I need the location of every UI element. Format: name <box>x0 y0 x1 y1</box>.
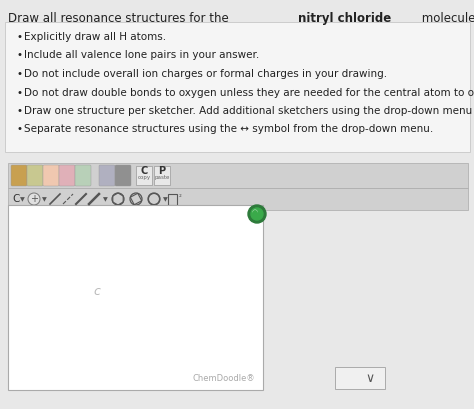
Text: ▼: ▼ <box>163 198 168 202</box>
Text: c: c <box>94 285 100 299</box>
Text: +: + <box>30 194 38 204</box>
Bar <box>8 188 468 210</box>
Text: nitryl chloride: nitryl chloride <box>298 12 391 25</box>
Text: ▼: ▼ <box>103 198 108 202</box>
Text: Explicitly draw all H atoms.: Explicitly draw all H atoms. <box>24 32 166 42</box>
Text: Include all valence lone pairs in your answer.: Include all valence lone pairs in your a… <box>24 50 259 61</box>
Text: •: • <box>16 50 22 61</box>
Bar <box>5 22 470 152</box>
FancyBboxPatch shape <box>11 165 27 186</box>
Text: Separate resonance structures using the ↔ symbol from the drop-down menu.: Separate resonance structures using the … <box>24 124 433 135</box>
Text: C: C <box>140 166 147 176</box>
Circle shape <box>28 193 40 205</box>
FancyBboxPatch shape <box>99 165 115 186</box>
Bar <box>8 205 263 390</box>
FancyBboxPatch shape <box>59 165 75 186</box>
Text: Draw all resonance structures for the: Draw all resonance structures for the <box>8 12 233 25</box>
Bar <box>335 367 385 389</box>
Bar <box>154 166 170 185</box>
Bar <box>8 163 468 188</box>
Bar <box>136 166 152 185</box>
Text: •: • <box>16 106 22 116</box>
Text: ∨: ∨ <box>365 371 374 384</box>
Circle shape <box>248 205 266 223</box>
Text: Draw one structure per sketcher. Add additional sketchers using the drop-down me: Draw one structure per sketcher. Add add… <box>24 106 474 116</box>
FancyBboxPatch shape <box>115 165 131 186</box>
FancyBboxPatch shape <box>43 165 59 186</box>
FancyBboxPatch shape <box>75 165 91 186</box>
Text: ChemDoodle®: ChemDoodle® <box>192 374 255 383</box>
Text: •: • <box>16 32 22 42</box>
Text: ²: ² <box>179 195 182 201</box>
Text: C: C <box>12 194 19 204</box>
Bar <box>168 193 177 204</box>
Text: ▼: ▼ <box>42 198 47 202</box>
Text: Do not draw double bonds to oxygen unless they are needed for the central atom t: Do not draw double bonds to oxygen unles… <box>24 88 474 97</box>
Text: copy: copy <box>137 175 151 180</box>
Circle shape <box>251 208 263 220</box>
Text: P: P <box>158 166 165 176</box>
FancyBboxPatch shape <box>27 165 43 186</box>
Text: Do not include overall ion charges or formal charges in your drawing.: Do not include overall ion charges or fo… <box>24 69 387 79</box>
Text: molecule,: molecule, <box>418 12 474 25</box>
Text: ◠: ◠ <box>252 209 258 215</box>
Text: •: • <box>16 69 22 79</box>
Text: •: • <box>16 88 22 97</box>
Text: ▼: ▼ <box>20 198 25 202</box>
Text: paste: paste <box>155 175 170 180</box>
Text: •: • <box>16 124 22 135</box>
